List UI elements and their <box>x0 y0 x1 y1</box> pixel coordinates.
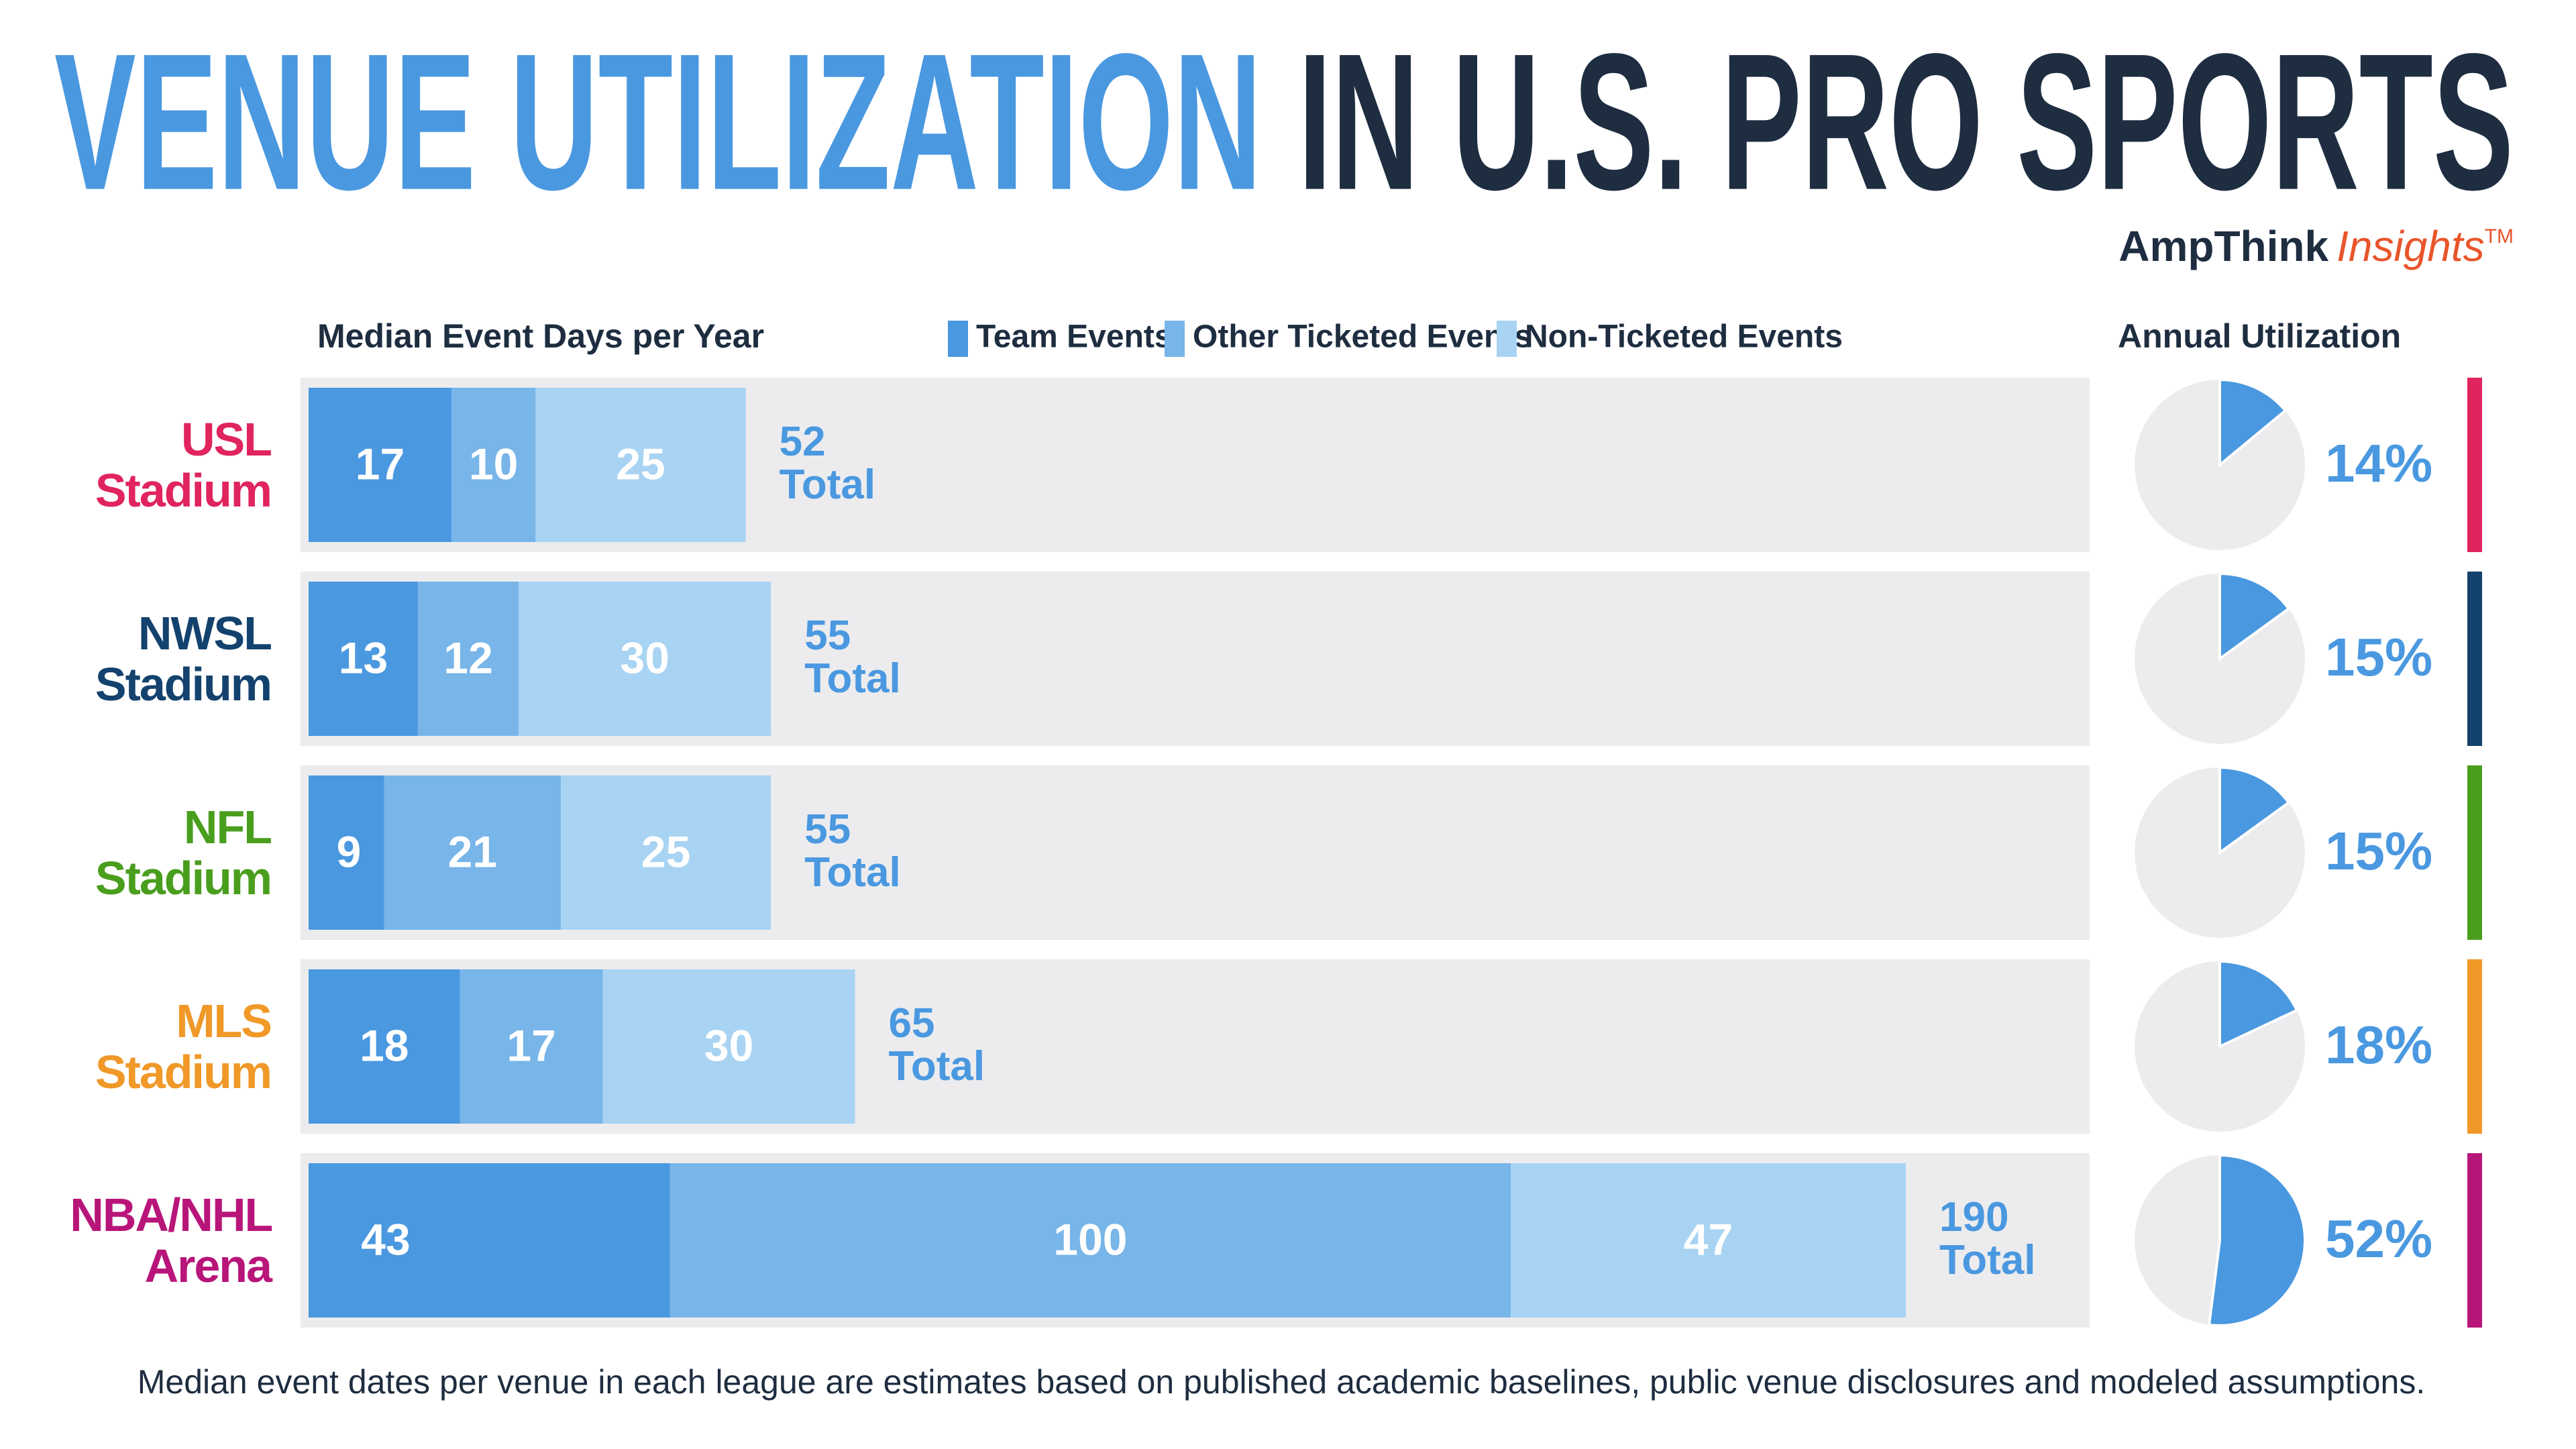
category-accent <box>2467 1153 2482 1328</box>
pie-value-label: 15% <box>2325 627 2432 687</box>
segment-label: 13 <box>339 633 388 682</box>
pie-value-label: 52% <box>2325 1209 2432 1269</box>
pie-slice <box>2218 959 2299 1049</box>
bar-segment <box>417 582 519 736</box>
bar-segment <box>309 388 452 542</box>
pie-chart-title: Annual Utilization <box>2118 317 2401 355</box>
total-word: Total <box>804 849 901 896</box>
total-label: 55 Total <box>804 614 901 700</box>
category-accent <box>2467 765 2482 940</box>
bar-segment <box>309 775 384 930</box>
pie-slice <box>2218 572 2291 661</box>
brand-suffix: Insights <box>2337 222 2485 270</box>
total-label: 190 Total <box>1939 1196 2036 1282</box>
total-word: Total <box>1939 1237 2036 1283</box>
title-rest: IN U.S. PRO SPORTS <box>1298 13 2514 231</box>
bar-segment <box>309 582 418 736</box>
trademark: TM <box>2485 225 2514 248</box>
legend-label: Non-Ticketed Events <box>1525 319 1843 355</box>
legend-swatch <box>948 321 968 357</box>
segment-label: 10 <box>469 439 518 488</box>
bar-chart-title: Median Event Days per Year <box>317 317 764 355</box>
pie-value-label: 15% <box>2325 821 2432 881</box>
total-word: Total <box>779 462 876 508</box>
legend-swatch <box>1497 321 1517 357</box>
total-label: 52 Total <box>780 421 876 506</box>
segment-label: 43 <box>361 1214 410 1264</box>
segment-label: 30 <box>621 633 669 682</box>
segment-label: 9 <box>337 826 362 876</box>
category-label: NFL Stadium <box>95 801 272 904</box>
total-number: 65 <box>888 1000 935 1046</box>
total-number: 52 <box>779 419 826 465</box>
bar-segment <box>460 969 603 1124</box>
total-number: 55 <box>804 612 851 659</box>
legend-label: Team Events <box>976 319 1173 355</box>
pie-value-label: 14% <box>2325 433 2432 493</box>
total-label: 65 Total <box>889 1002 985 1088</box>
bar-segment <box>669 1163 1511 1318</box>
brand-name: AmpThink <box>2118 222 2328 270</box>
segment-label: 47 <box>1684 1214 1733 1264</box>
pie-slice <box>2207 1153 2306 1327</box>
bar-segment <box>451 388 536 542</box>
category-accent <box>2467 959 2482 1134</box>
bar-segment <box>384 775 561 930</box>
segment-label: 21 <box>448 826 497 876</box>
bar-segment <box>309 1163 670 1318</box>
bar-segment <box>1511 1163 1906 1318</box>
bar-segment <box>560 775 771 930</box>
title-highlight: VENUE UTILIZATION <box>54 13 1262 231</box>
footnote: Median event dates per venue in each lea… <box>138 1363 2425 1401</box>
segment-label: 25 <box>616 439 665 488</box>
category-label: USL Stadium <box>95 413 272 517</box>
segment-label: 12 <box>443 633 492 682</box>
legend-swatch <box>1165 321 1185 357</box>
segment-label: 30 <box>704 1020 753 1070</box>
total-label: 55 Total <box>804 808 901 894</box>
pie-value-label: 18% <box>2325 1015 2432 1075</box>
segment-label: 100 <box>1053 1214 1127 1264</box>
pie-slice <box>2218 765 2291 855</box>
segment-label: 25 <box>641 826 690 876</box>
category-accent <box>2467 378 2482 552</box>
total-number: 190 <box>1939 1194 2009 1240</box>
bar-segment <box>309 969 460 1124</box>
bar-segment <box>535 388 746 542</box>
segment-label: 18 <box>360 1020 409 1070</box>
segment-label: 17 <box>356 439 405 488</box>
legend-label: Other Ticketed Events <box>1193 319 1532 355</box>
total-word: Total <box>888 1043 985 1089</box>
pie-slice <box>2218 378 2288 468</box>
brand: AmpThink InsightsTM <box>2118 222 2514 270</box>
total-word: Total <box>804 655 901 702</box>
bar-segment <box>519 582 771 736</box>
category-label: MLS Stadium <box>95 995 272 1098</box>
bar-segment <box>602 969 855 1124</box>
category-accent <box>2467 572 2482 746</box>
segment-label: 17 <box>506 1020 555 1070</box>
category-label: NWSL Stadium <box>95 607 272 710</box>
total-number: 55 <box>804 806 851 853</box>
category-label: NBA/NHL Arena <box>70 1189 273 1292</box>
